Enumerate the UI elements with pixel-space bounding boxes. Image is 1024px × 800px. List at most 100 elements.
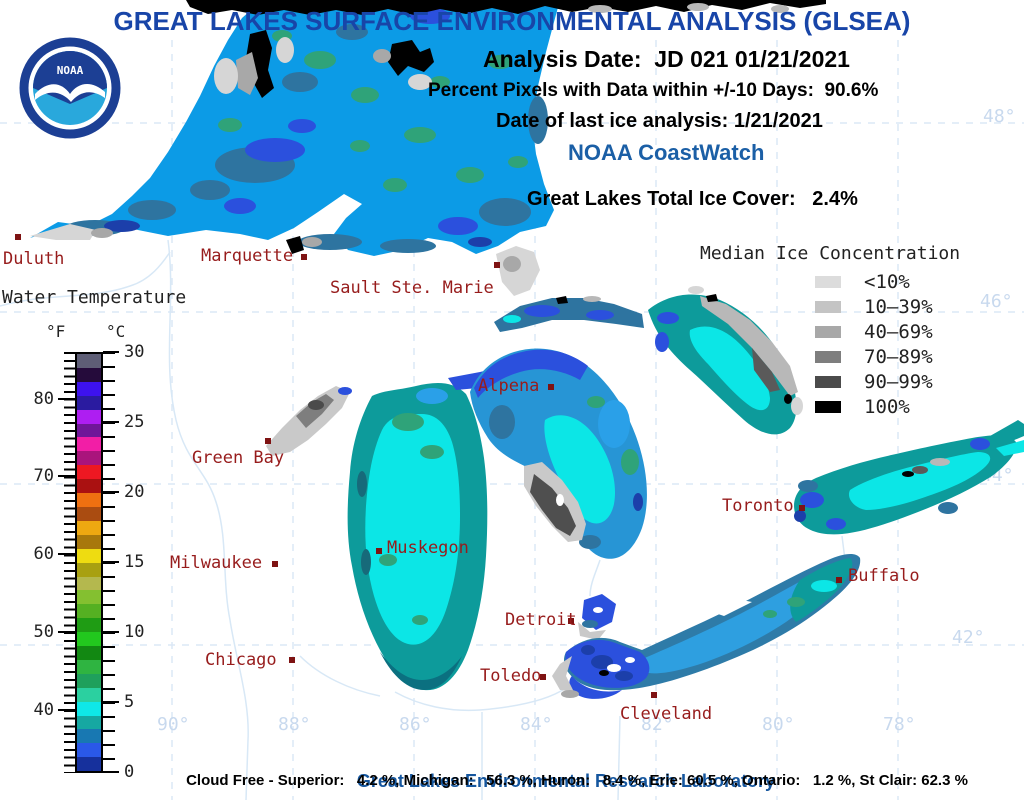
colorbar-segment (77, 576, 101, 591)
svg-text:86°: 86° (399, 714, 432, 735)
colorbar-segment (77, 423, 101, 438)
ice-legend-label: 70–89% (864, 345, 933, 368)
celsius-tick-label: 5 (124, 692, 135, 712)
fahrenheit-tick-label: 40 (33, 699, 54, 720)
city-label-detroit: Detroit (505, 610, 577, 630)
fahrenheit-major-tick (58, 708, 75, 711)
city-marker-detroit (568, 618, 574, 624)
fahrenheit-major-tick (58, 397, 75, 400)
svg-text:48°: 48° (983, 106, 1016, 127)
colorbar-segment (77, 520, 101, 535)
city-label-toledo: Toledo (480, 666, 542, 686)
celsius-tick-label: 0 (124, 762, 135, 782)
celsius-major-tick (103, 771, 119, 773)
fahrenheit-tick-label: 70 (33, 466, 54, 487)
city-marker-green-bay (265, 438, 271, 444)
city-label-muskegon: Muskegon (387, 538, 469, 558)
fahrenheit-tick-label: 60 (33, 544, 54, 565)
svg-text:42°: 42° (952, 627, 985, 648)
svg-text:90°: 90° (157, 714, 190, 735)
colorbar-segment (77, 395, 101, 410)
colorbar-segment (77, 659, 101, 674)
fahrenheit-minor-ticks (64, 352, 75, 773)
page-title: GREAT LAKES SURFACE ENVIRONMENTAL ANALYS… (113, 6, 911, 36)
celsius-tick-label: 30 (124, 342, 145, 362)
colorbar-segment (77, 729, 101, 744)
celsius-tick-label: 20 (124, 482, 145, 502)
ice-legend-label: <10% (864, 270, 910, 293)
latlon-labels: 48°46°44°42°90° 88° 86° 84° 82° 80° 78° (157, 106, 1016, 735)
colorbar-segment (77, 562, 101, 577)
ice-legend: <10% 10–39% 40–69% 70–89% 90–99% 100% (815, 269, 933, 419)
fahrenheit-major-tick (58, 475, 75, 478)
svg-text:80°: 80° (762, 714, 795, 735)
city-marker-muskegon (376, 548, 382, 554)
colorbar-segment (77, 506, 101, 521)
ice-legend-swatch (815, 375, 841, 388)
cloud-free-stats: Cloud Free - Superior: 4.2 %, Michigan: … (186, 772, 968, 789)
city-marker-buffalo (836, 577, 842, 583)
last-ice-analysis-date: Date of last ice analysis: 1/21/2021 (496, 110, 823, 132)
colorbar-segment (77, 381, 101, 396)
city-marker-chicago (289, 657, 295, 663)
lake-st-clair (578, 594, 616, 640)
colorbar-segment (77, 534, 101, 549)
lake-erie (552, 554, 861, 699)
celsius-tick-label: 10 (124, 622, 145, 642)
ice-legend-swatch (815, 350, 841, 363)
colorbar-segment (77, 604, 101, 619)
lake-superior (30, 0, 826, 296)
svg-text:82°: 82° (641, 714, 674, 735)
lake-huron (470, 286, 803, 559)
percent-pixels: Percent Pixels with Data within +/-10 Da… (428, 80, 879, 101)
colorbar-segment (77, 618, 101, 633)
city-marker-milwaukee (272, 561, 278, 567)
ice-legend-swatch (815, 325, 841, 338)
ice-legend-swatch (815, 275, 841, 288)
noaa-logo-text: NOAA (57, 64, 84, 77)
analysis-date: Analysis Date: JD 021 01/21/2021 (483, 46, 850, 72)
ice-legend-title: Median Ice Concentration (700, 243, 961, 264)
city-label-alpena: Alpena (478, 376, 540, 396)
svg-text:84°: 84° (520, 714, 553, 735)
fahrenheit-tick-label: 80 (33, 388, 54, 409)
colorbar-segment (77, 673, 101, 688)
colorbar-segment (77, 354, 101, 368)
ice-legend-label: 40–69% (864, 320, 933, 343)
footer-lab: Great Lakes Environmental Research Labor… (356, 771, 776, 791)
svg-text:46°: 46° (980, 291, 1013, 312)
svg-text:78°: 78° (883, 714, 916, 735)
noaa-logo: NOAA (19, 37, 121, 139)
fahrenheit-major-tick (58, 553, 75, 556)
ice-legend-row: 40–69% (815, 319, 933, 344)
colorbar-segment (77, 367, 101, 382)
colorbar-segment (77, 479, 101, 494)
city-marker-duluth (15, 234, 21, 240)
lake-michigan (266, 366, 520, 691)
colorbar-segment (77, 743, 101, 758)
ice-legend-label: 10–39% (864, 295, 933, 318)
city-label-cleveland: Cleveland (620, 704, 713, 724)
ice-legend-label: 90–99% (864, 370, 933, 393)
colorbar-segment (77, 409, 101, 424)
city-marker-alpena (548, 384, 554, 390)
city-marker-cleveland (651, 692, 657, 698)
city-label-duluth: Duluth (3, 249, 65, 269)
noaa-coastwatch-label: NOAA CoastWatch (568, 140, 765, 165)
colorbar-segment (77, 437, 101, 452)
colorbar-segment (77, 757, 101, 772)
celsius-major-tick (103, 421, 119, 423)
lake-ontario (794, 420, 1024, 535)
celsius-tick-label: 15 (124, 552, 145, 572)
colorbar-segment (77, 548, 101, 563)
fahrenheit-tick-label: 50 (33, 622, 54, 642)
colorbar-segment (77, 646, 101, 660)
fahrenheit-major-tick (58, 631, 75, 633)
ice-legend-row: 90–99% (815, 369, 933, 394)
celsius-unit-label: °C (106, 322, 126, 341)
city-marker-sault-ste-marie (494, 262, 500, 268)
ice-legend-swatch (815, 300, 841, 313)
fahrenheit-unit-label: °F (46, 322, 66, 341)
